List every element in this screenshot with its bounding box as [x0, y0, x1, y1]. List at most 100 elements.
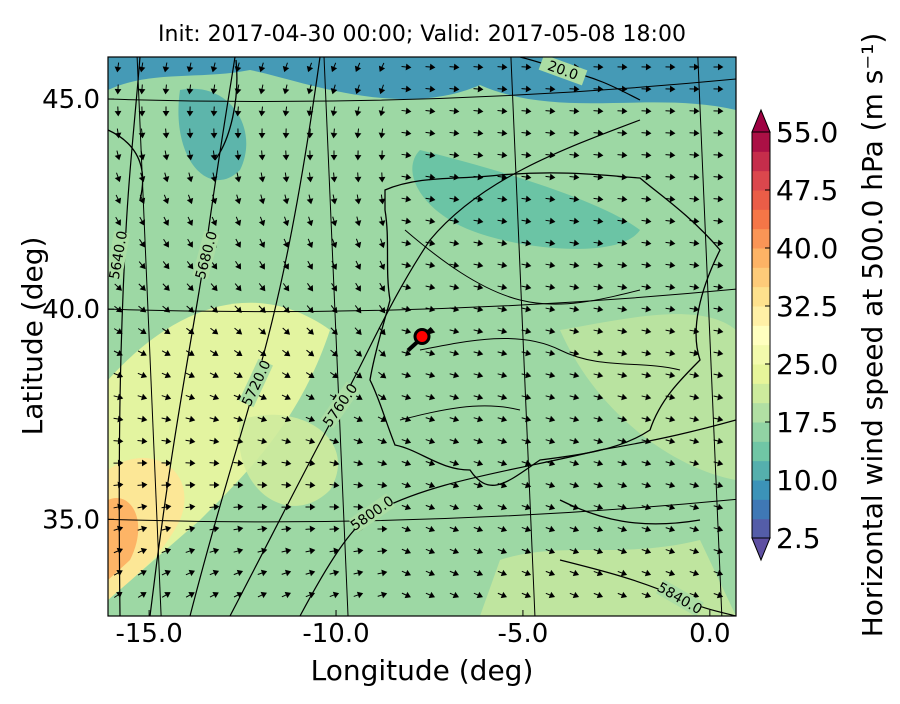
- wind-arrow: [689, 217, 700, 225]
- wind-arrow: [162, 150, 170, 161]
- wind-arrow: [593, 239, 604, 247]
- wind-arrow: [617, 525, 628, 533]
- wind-arrow: [114, 62, 122, 73]
- wind-arrow: [569, 261, 580, 269]
- wind-arrow: [665, 195, 676, 203]
- wind-arrow: [425, 261, 436, 269]
- wind-arrow: [569, 393, 580, 401]
- wind-arrow: [305, 569, 316, 577]
- wind-arrow: [425, 371, 436, 379]
- wind-arrow: [185, 415, 196, 423]
- wind-arrow: [258, 283, 266, 292]
- wind-arrow: [137, 328, 147, 335]
- wind-arrow: [665, 305, 676, 313]
- wind-arrow: [187, 238, 193, 248]
- wind-arrow: [258, 305, 266, 313]
- wind-arrow: [473, 503, 484, 511]
- wind-arrow: [425, 129, 436, 137]
- wind-arrow: [593, 327, 604, 335]
- wind-arrow: [617, 327, 628, 335]
- wind-arrow: [401, 151, 412, 159]
- wind-arrow: [401, 569, 411, 577]
- wind-arrow: [330, 327, 338, 335]
- wind-arrow: [449, 591, 459, 599]
- wind-arrow: [401, 85, 412, 93]
- wind-arrow: [306, 327, 314, 335]
- wind-arrow: [330, 150, 338, 161]
- wind-arrow: [665, 503, 676, 511]
- wind-arrow: [593, 63, 604, 71]
- wind-arrow: [425, 195, 436, 203]
- colorbar-segment: [752, 286, 770, 307]
- wind-arrow: [593, 305, 604, 313]
- wind-arrow: [497, 503, 508, 511]
- wind-arrow: [258, 238, 266, 248]
- wind-arrow: [425, 349, 436, 357]
- wind-arrow: [161, 503, 172, 511]
- wind-arrow: [569, 569, 580, 577]
- wind-arrow: [593, 151, 604, 159]
- wind-arrow: [641, 481, 652, 489]
- wind-arrow: [258, 128, 266, 139]
- wind-arrow: [521, 283, 532, 291]
- wind-arrow: [354, 106, 362, 117]
- wind-arrow: [641, 305, 652, 313]
- wind-arrow: [306, 194, 314, 205]
- wind-arrow: [689, 129, 700, 137]
- wind-region: [108, 498, 139, 580]
- wind-arrow: [425, 217, 436, 225]
- wind-arrow: [641, 63, 652, 71]
- wind-arrow: [209, 569, 220, 577]
- wind-arrow: [617, 437, 628, 445]
- wind-arrow: [138, 283, 146, 291]
- wind-arrow: [235, 260, 242, 270]
- wind-arrow: [449, 305, 460, 313]
- wind-arrow: [281, 415, 292, 423]
- wind-arrow: [401, 503, 412, 511]
- wind-arrow: [210, 216, 218, 226]
- wind-arrow: [569, 503, 580, 511]
- wind-arrow: [449, 261, 460, 269]
- wind-arrow: [545, 107, 556, 115]
- wind-arrow: [617, 107, 628, 115]
- wind-arrow: [282, 283, 290, 292]
- wind-arrow: [617, 393, 628, 401]
- wind-arrow: [473, 85, 484, 93]
- wind-arrow: [114, 84, 122, 95]
- wind-arrow: [401, 261, 412, 269]
- wind-arrow: [378, 62, 386, 72]
- wind-arrow: [401, 327, 412, 335]
- wind-arrow: [617, 239, 628, 247]
- wind-arrow: [521, 107, 532, 115]
- wind-arrow: [641, 239, 652, 247]
- wind-arrow: [521, 437, 532, 445]
- wind-arrow: [641, 129, 652, 137]
- wind-arrow: [641, 217, 652, 225]
- wind-arrow: [593, 173, 604, 181]
- wind-arrow: [259, 260, 265, 270]
- wind-arrow: [305, 437, 316, 445]
- wind-arrow: [449, 569, 460, 577]
- wind-arrow: [401, 283, 412, 291]
- wind-arrow: [689, 591, 700, 599]
- x-tick-label: -10.0: [302, 619, 369, 649]
- wind-arrow: [593, 371, 604, 379]
- wind-arrow: [307, 283, 314, 292]
- wind-arrow: [401, 129, 412, 137]
- wind-arrow: [161, 371, 171, 379]
- wind-arrow: [210, 261, 218, 270]
- wind-arrow: [162, 62, 170, 73]
- wind-arrow: [641, 569, 652, 577]
- wind-arrow: [209, 415, 220, 423]
- wind-arrow: [713, 239, 724, 247]
- wind-arrow: [354, 172, 362, 183]
- wind-arrow: [593, 481, 604, 489]
- wind-arrow: [234, 172, 242, 183]
- wind-arrow: [401, 525, 412, 533]
- wind-arrow: [449, 217, 460, 225]
- wind-arrow: [713, 173, 724, 181]
- wind-arrow: [234, 84, 242, 95]
- wind-arrow: [306, 216, 314, 227]
- wind-arrow: [233, 503, 244, 511]
- wind-arrow: [377, 591, 388, 599]
